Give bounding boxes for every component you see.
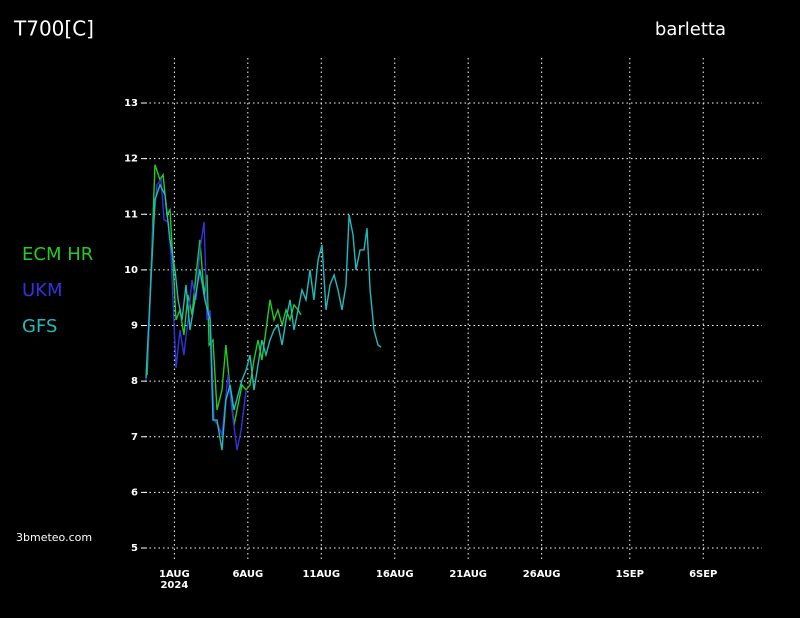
y-tick-label: 9 [131,321,138,332]
y-tick-label: 13 [124,98,138,109]
y-tick-label: 8 [131,376,138,387]
x-tick-label: 1AUG [159,569,190,580]
series-line [145,182,382,451]
year-label: 2024 [160,580,188,591]
x-tick-label: 6AUG [232,569,263,580]
y-tick-label: 11 [124,209,138,220]
y-tick-label: 12 [124,154,138,165]
legend-label: GFS [22,316,57,337]
x-tick-label: 6SEP [689,569,717,580]
y-tick-label: 10 [124,265,138,276]
x-tick-label: 26AUG [523,569,561,580]
legend-label: UKM [22,280,63,301]
series-line [146,164,302,426]
legend-label: ECM HR [22,244,93,265]
x-tick-label: 16AUG [376,569,414,580]
x-tick-label: 11AUG [302,569,340,580]
chart-title: T700[C] [13,17,94,41]
x-tick-label: 1SEP [616,569,644,580]
y-tick-label: 5 [131,543,138,554]
y-tick-label: 6 [131,487,138,498]
x-tick-label: 21AUG [449,569,487,580]
location: barletta [655,19,726,40]
y-tick-label: 7 [131,432,138,443]
source: 3bmeteo.com [16,531,92,544]
